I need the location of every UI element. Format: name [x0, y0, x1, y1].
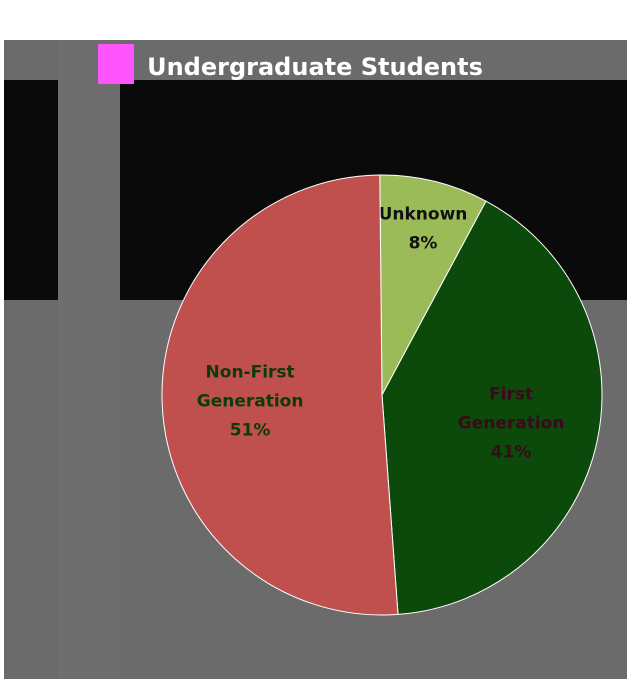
- slice-value-label: 8%: [409, 233, 438, 253]
- chart-title: Undergraduate Students: [147, 53, 483, 81]
- glitch-block: [98, 44, 134, 84]
- slice-category: Non-First Generation: [197, 362, 304, 411]
- slice-label: Non-First Generation 51%: [197, 362, 304, 440]
- pie-slice: [161, 174, 399, 616]
- slice-label: Unknown 8%: [379, 204, 468, 253]
- slice-label: First Generation 41%: [458, 385, 565, 463]
- slice-category-word: Non-First: [206, 362, 295, 382]
- slice-category-word: Generation: [458, 414, 565, 434]
- pie-slice: [379, 174, 487, 396]
- pie-slice: [381, 200, 603, 615]
- slice-value-label: 51%: [230, 420, 271, 440]
- slice-category-word: Generation: [197, 391, 304, 411]
- slice-category: First Generation: [458, 385, 565, 434]
- slice-value-label: 41%: [491, 443, 532, 463]
- glitch-strip: [58, 40, 120, 679]
- slice-category-word: First: [489, 385, 533, 405]
- slice-category: Unknown: [379, 204, 468, 224]
